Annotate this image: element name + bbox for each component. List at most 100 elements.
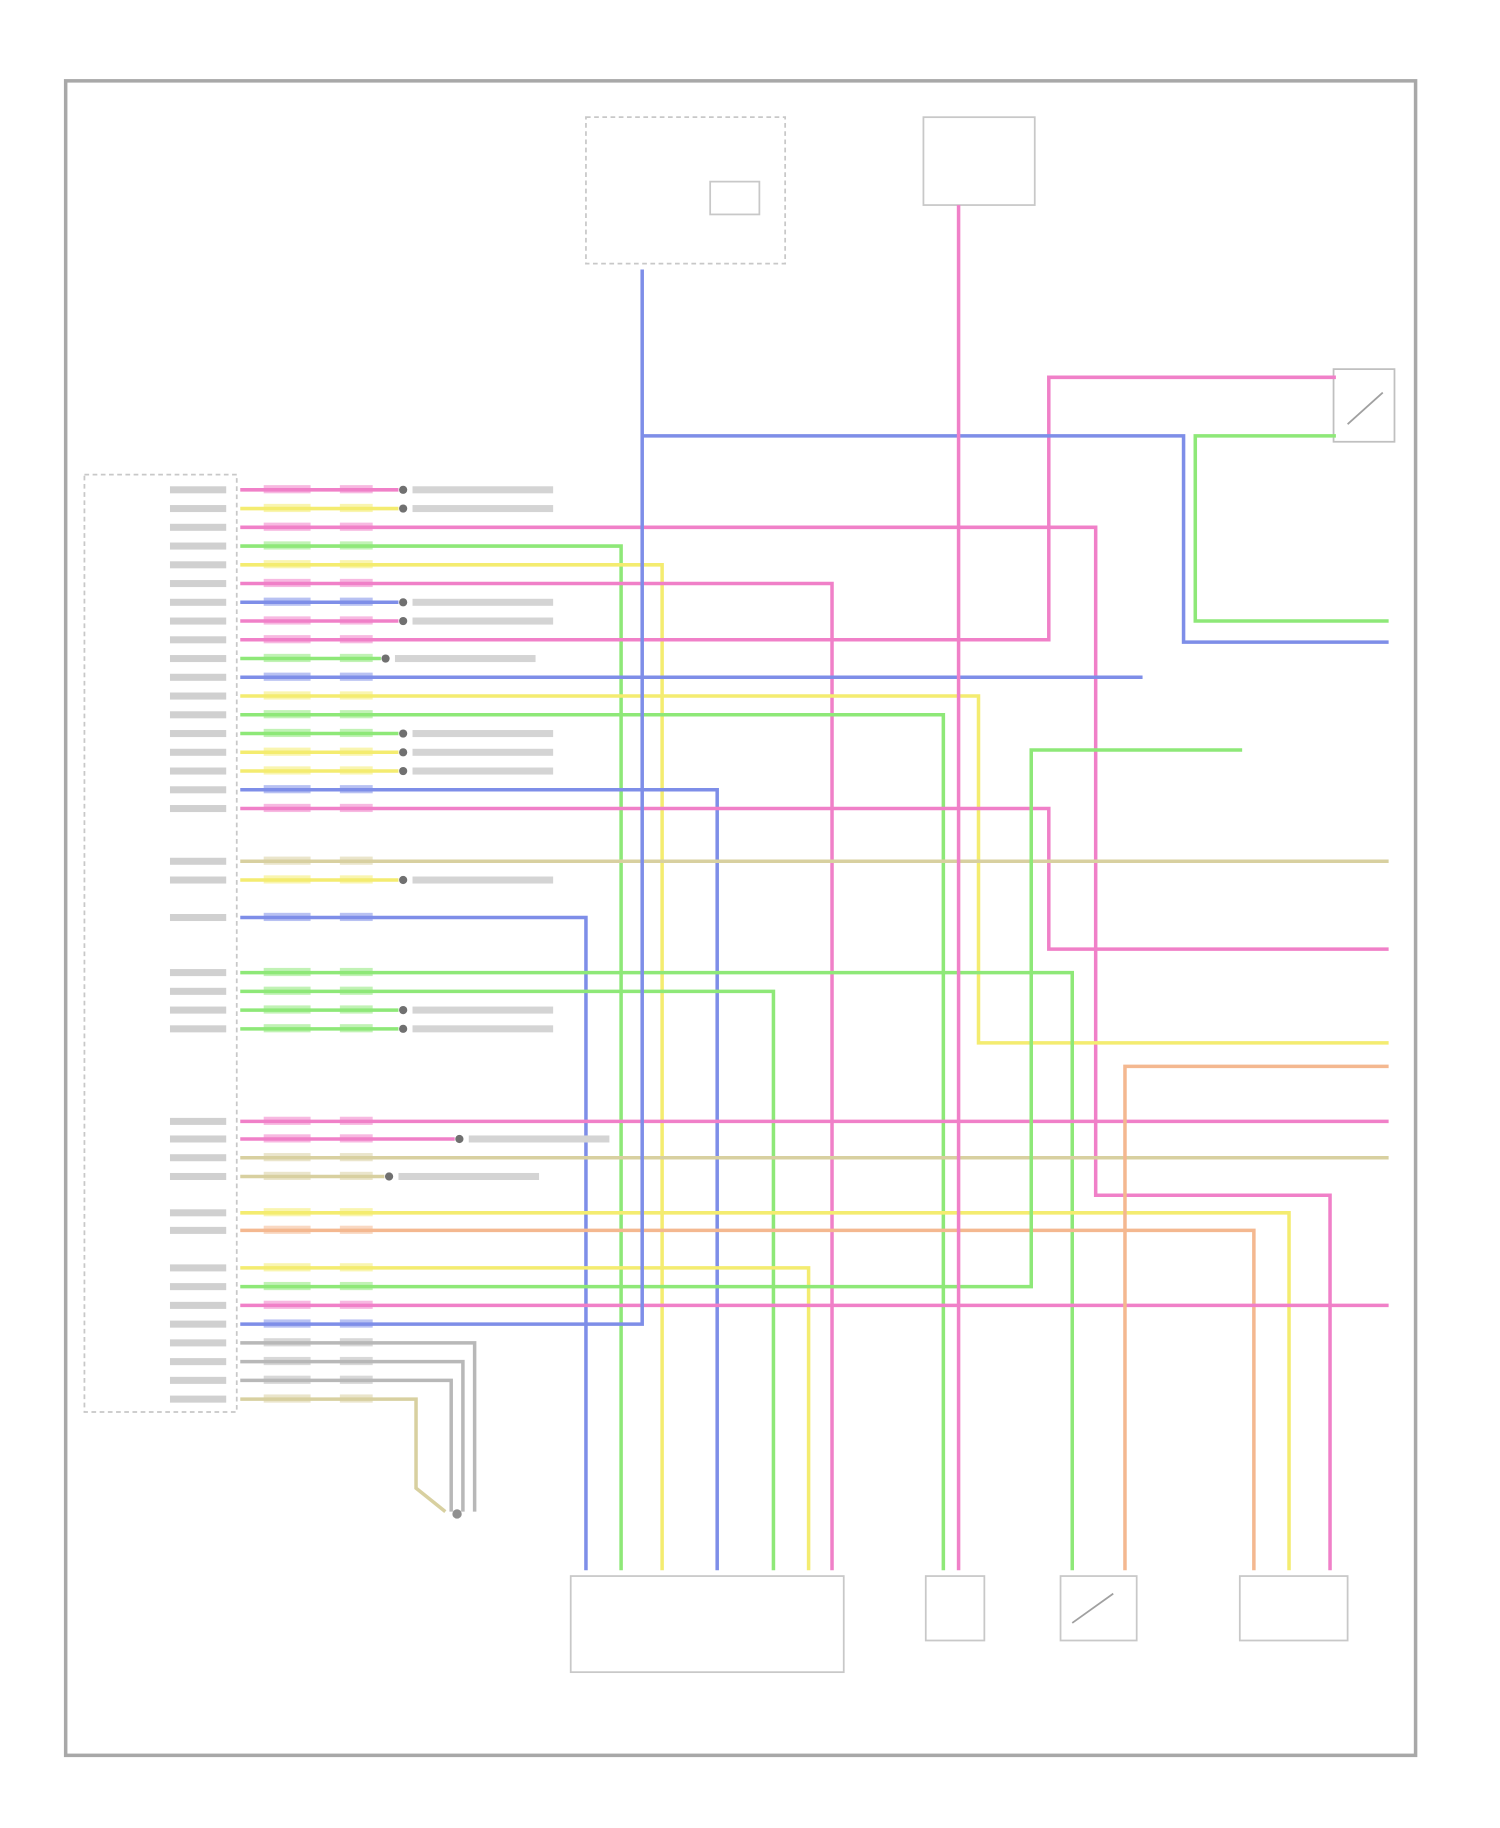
sensor-box (924, 1575, 986, 1642)
wire-orange (1123, 1064, 1389, 1571)
wire-orange (240, 1228, 1256, 1571)
pin-label-placeholder (169, 1209, 227, 1217)
ground-point (452, 1509, 462, 1519)
relay-box (709, 180, 761, 216)
wire-code-placeholder (263, 967, 311, 977)
circuit-label-placeholder (412, 730, 554, 738)
wire-code-placeholder (263, 635, 311, 644)
wire-code-placeholder (339, 653, 373, 663)
wire-code-placeholder (263, 1281, 311, 1291)
pin-label-placeholder (169, 711, 227, 719)
wire-green (240, 544, 623, 1571)
wire-yellow (240, 1266, 811, 1571)
circuit-label-placeholder (412, 486, 554, 494)
pressure-switch-contact (1071, 1592, 1114, 1624)
solenoid-pack-box (569, 1575, 845, 1674)
pin-label-placeholder (169, 655, 227, 663)
circuit-label-placeholder (412, 598, 554, 606)
wire-code-placeholder (339, 747, 373, 756)
pin-label-placeholder (169, 505, 227, 513)
wire-code-placeholder (263, 560, 311, 569)
pin-label-placeholder (169, 1395, 227, 1403)
pin-label-placeholder (169, 1301, 227, 1309)
pin-label-placeholder (169, 1358, 227, 1366)
pin-label-placeholder (169, 542, 227, 550)
wire-code-placeholder (339, 635, 373, 644)
wire-code-placeholder (339, 1263, 373, 1272)
pin-label-placeholder (169, 1135, 227, 1143)
wire-code-placeholder (263, 710, 311, 719)
pin-label-placeholder (169, 561, 227, 569)
wire-pink (240, 581, 834, 1571)
circuit-label-placeholder (412, 767, 554, 775)
wire-code-placeholder (263, 1319, 311, 1328)
wire-code-placeholder (339, 616, 373, 625)
wire-code-placeholder (339, 522, 373, 531)
pin-label-placeholder (169, 1117, 227, 1125)
wire-code-placeholder (263, 1263, 311, 1272)
wire-code-placeholder (339, 1171, 373, 1180)
pin-label-placeholder (169, 1264, 227, 1272)
pin-label-placeholder (169, 1172, 227, 1180)
wire-code-placeholder (263, 1338, 311, 1347)
wire-blue (240, 915, 588, 1571)
wire-code-placeholder (263, 1225, 311, 1234)
wire-code-placeholder (339, 856, 373, 865)
wire-blue (240, 269, 644, 1326)
pin-label-placeholder (169, 486, 227, 494)
wire-code-placeholder (339, 912, 373, 922)
wire-code-placeholder (263, 728, 311, 738)
wire-code-placeholder (339, 1225, 373, 1234)
circuit-label-placeholder (412, 748, 554, 756)
wire-code-placeholder (263, 766, 311, 775)
wire-code-placeholder (339, 560, 373, 569)
wire-code-placeholder (339, 710, 373, 719)
wire-code-placeholder (263, 1005, 311, 1014)
wire-code-placeholder (263, 912, 311, 922)
wire-code-placeholder (339, 1153, 373, 1162)
connector-dot (399, 1005, 408, 1015)
pin-label-placeholder (169, 580, 227, 588)
pin-label-placeholder (169, 1320, 227, 1328)
connector-dot (399, 598, 408, 607)
pin-label-placeholder (169, 1376, 227, 1384)
circuit-label-placeholder (412, 1006, 554, 1014)
wire-code-placeholder (263, 691, 311, 700)
wire-code-placeholder (263, 803, 311, 813)
wire-code-placeholder (339, 485, 373, 494)
wire-code-placeholder (263, 578, 311, 588)
wire-code-placeholder (263, 1134, 311, 1143)
pin-label-placeholder (169, 730, 227, 738)
pin-label-placeholder (169, 1226, 227, 1234)
connector-dot (399, 1024, 408, 1033)
top-left-component-box (585, 116, 787, 265)
pin-label-placeholder (169, 598, 227, 606)
wire-code-placeholder (339, 728, 373, 738)
pressure-switch-box (1059, 1575, 1138, 1642)
wire-blue (642, 434, 1389, 644)
wire-yellow (240, 563, 664, 1571)
wire-code-placeholder (339, 986, 373, 995)
pin-label-placeholder (169, 673, 227, 681)
wire-code-placeholder (339, 1005, 373, 1014)
wire-code-placeholder (263, 1153, 311, 1162)
pin-label-placeholder (169, 1154, 227, 1162)
wire-pink (240, 375, 1336, 642)
wire-code-placeholder (339, 1319, 373, 1328)
top-right-component-box (922, 116, 1036, 206)
pin-label-placeholder (169, 987, 227, 995)
wire-code-placeholder (339, 1300, 373, 1309)
wire-code-placeholder (339, 785, 373, 794)
wires-layer (240, 205, 1389, 1571)
wire-code-placeholder (263, 875, 311, 884)
wire-tan (240, 1397, 447, 1513)
connector-dot (455, 1134, 464, 1144)
circuit-label-placeholder (412, 876, 554, 884)
pin-label-placeholder (169, 1339, 227, 1347)
connector-dot (399, 504, 408, 513)
connector-dot (399, 875, 408, 885)
connector-dot (384, 1172, 394, 1181)
wire-pink (240, 525, 1332, 1571)
wire-code-placeholder (339, 1024, 373, 1033)
